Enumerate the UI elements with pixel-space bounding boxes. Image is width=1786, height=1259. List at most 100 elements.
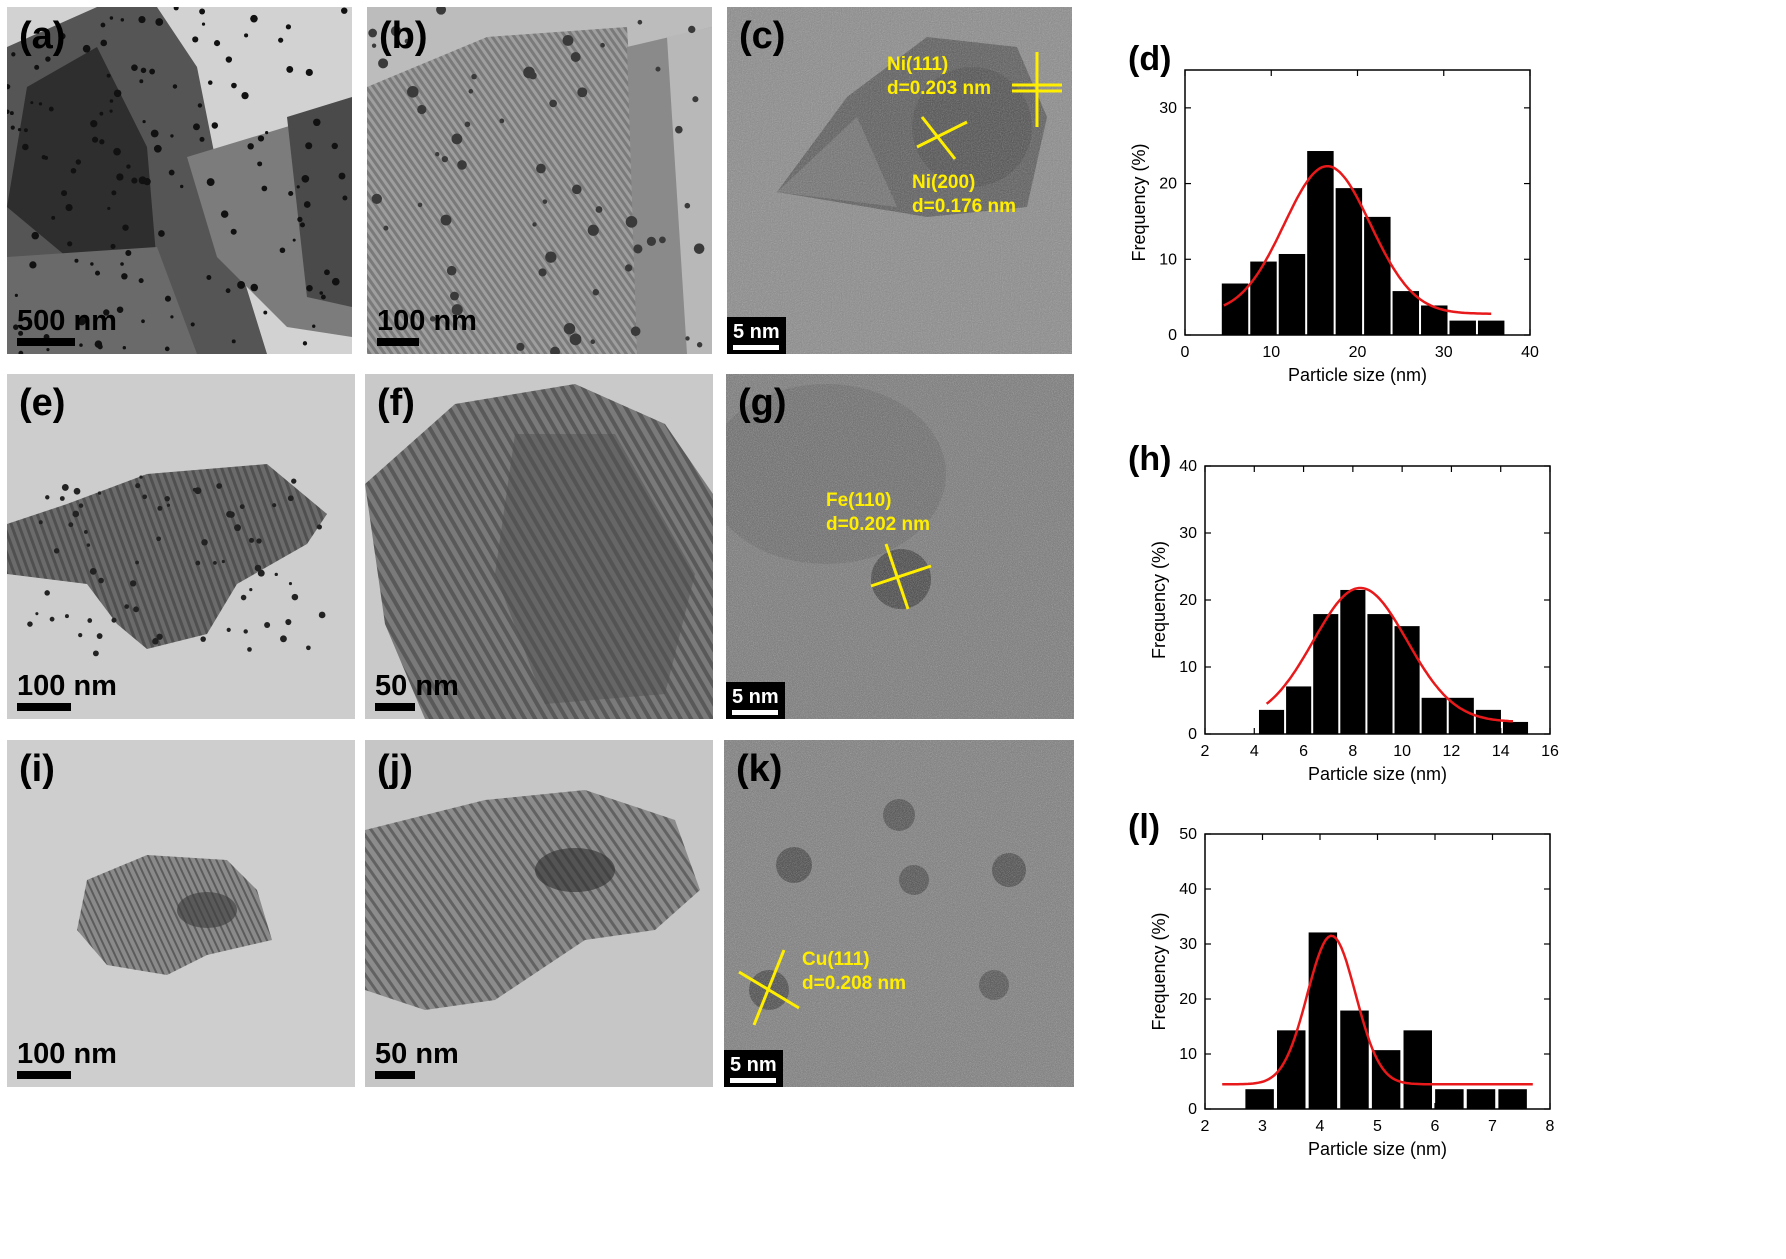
scale-bar: 5 nm — [727, 317, 786, 354]
nanoparticle-dot — [86, 543, 91, 547]
nanoparticle-dot — [61, 483, 69, 491]
x-tick-label: 4 — [1250, 743, 1259, 760]
histogram-bar — [1477, 320, 1505, 335]
scale-bar-line — [730, 1078, 776, 1083]
nanoparticle-dot — [173, 7, 179, 11]
scale-bar: 500 nm — [17, 306, 117, 346]
panel-label: (g) — [738, 382, 787, 424]
hrtem-micrograph-g — [726, 374, 1074, 719]
nanoparticle-dot — [9, 111, 14, 116]
nanoparticle-dot — [684, 202, 691, 209]
annotation-plane: Ni(111) — [887, 54, 949, 75]
nanoparticle-dot — [249, 588, 253, 592]
nanoparticle-dot — [371, 193, 382, 205]
scale-bar: 100 nm — [17, 1039, 117, 1079]
x-tick-label: 6 — [1299, 743, 1308, 760]
nanoparticle-dot — [406, 86, 419, 98]
nanoparticle-dot — [630, 326, 641, 337]
tem-micrograph-a — [7, 7, 352, 354]
nanoparticle-dot — [288, 190, 294, 197]
panel-a-tem-image: (a) 500 nm — [7, 7, 352, 354]
x-tick-label: 2 — [1201, 743, 1210, 760]
y-axis-label: Frequency (%) — [1149, 912, 1169, 1030]
nanoparticle-dot — [390, 25, 402, 37]
lattice-annotation-cu111: Cu(111) d=0.208 nm — [802, 948, 906, 996]
nanoparticle-dot — [53, 548, 60, 554]
nanoparticle-dot — [133, 606, 139, 613]
nanoparticle-dot — [95, 270, 101, 276]
nanoparticle-dot — [51, 215, 56, 220]
nanoparticle-dot — [107, 206, 111, 211]
nanoparticle-dot — [99, 139, 105, 145]
nanoparticle-dot — [499, 118, 505, 124]
nanoparticle-dot — [240, 594, 247, 601]
nanoparticle-dot — [170, 134, 174, 138]
scale-bar-line — [377, 338, 419, 346]
panel-g-hrtem-image: Fe(110) d=0.202 nm (g) 5 nm — [726, 374, 1074, 719]
panel-c-hrtem-image: Ni(111) d=0.203 nm Ni(200) d=0.176 nm (c… — [727, 7, 1072, 354]
nanoparticle-dot — [331, 277, 340, 286]
histogram-bar — [1466, 1089, 1496, 1109]
y-tick-label: 20 — [1159, 176, 1177, 193]
nanoparticle-dot — [299, 222, 305, 228]
histogram-bar — [1250, 261, 1277, 335]
nanoparticle-dot — [100, 39, 108, 47]
scale-bar-text: 500 nm — [17, 305, 117, 337]
nanoparticle-dot — [72, 510, 80, 518]
histogram-bar — [1421, 697, 1447, 734]
nanoparticle-dot — [142, 494, 148, 500]
scale-bar-line — [375, 703, 415, 711]
nanoparticle-dot — [92, 650, 99, 657]
x-tick-label: 8 — [1546, 1118, 1555, 1135]
scale-bar-text: 5 nm — [733, 321, 780, 343]
nanoparticle-dot — [152, 638, 159, 645]
nanoparticle-dot — [35, 612, 39, 616]
nanoparticle-dot — [633, 244, 643, 254]
nanoparticle-dot — [302, 341, 308, 346]
nanoparticle-dot — [49, 616, 55, 622]
nanoparticle-dot — [417, 104, 427, 115]
nanoparticle-dot — [70, 167, 77, 174]
scale-bar-line — [17, 1071, 71, 1079]
nanoparticle-dot — [17, 127, 22, 132]
nanoparticle-dot — [109, 109, 113, 113]
nanoparticle-dot — [226, 510, 233, 518]
panel-label-l: (l) — [1128, 808, 1161, 846]
nanoparticle-dot — [78, 503, 84, 508]
nanoparticle-dot — [97, 491, 102, 495]
nanoparticle-dot — [59, 32, 66, 40]
nanoparticle-dot — [383, 225, 389, 231]
nanoparticle-dot — [111, 190, 117, 196]
histogram-bar — [1498, 1089, 1527, 1109]
nanoparticle-dot — [138, 176, 147, 185]
x-tick-label: 12 — [1443, 743, 1461, 760]
nanoparticle-dot — [155, 18, 164, 26]
lattice-annotation-fe110: Fe(110) d=0.202 nm — [826, 489, 930, 537]
nanoparticle-dot — [291, 478, 297, 484]
nanoparticle-dot — [172, 84, 178, 89]
nanoparticle-dot — [13, 324, 19, 330]
nanoparticle-dot — [226, 627, 231, 632]
nanoparticle-dot — [378, 58, 389, 69]
nanoparticle-dot — [297, 216, 303, 222]
histogram-bar — [1403, 1030, 1432, 1109]
y-tick-label: 30 — [1159, 100, 1177, 117]
nanoparticle-dot — [319, 291, 324, 295]
scale-bar-text: 5 nm — [730, 1054, 777, 1076]
histogram-bar — [1258, 709, 1285, 734]
nanoparticle-dot — [440, 214, 452, 226]
histogram-svg: 2 4 6 8 10 12 14 16 0 10 20 30 40 Particle size (nm) F… — [1149, 458, 1559, 784]
scale-bar-text: 100 nm — [17, 670, 117, 702]
nanoparticle-dot — [199, 8, 206, 15]
scale-bar: 5 nm — [724, 1050, 783, 1087]
nanoparticle-dot — [100, 22, 106, 28]
y-tick-label: 0 — [1188, 1101, 1197, 1118]
nanoparticle-dot — [48, 106, 54, 112]
nanoparticle-dot — [562, 35, 574, 46]
nanoparticle-dot — [65, 203, 73, 212]
nanoparticle-dot — [67, 241, 73, 247]
nanoparticle-dot — [595, 206, 603, 213]
nanoparticle-dot — [256, 538, 262, 544]
nanoparticle-dot — [73, 487, 81, 495]
panel-f-tem-image: (f) 50 nm — [365, 374, 713, 719]
